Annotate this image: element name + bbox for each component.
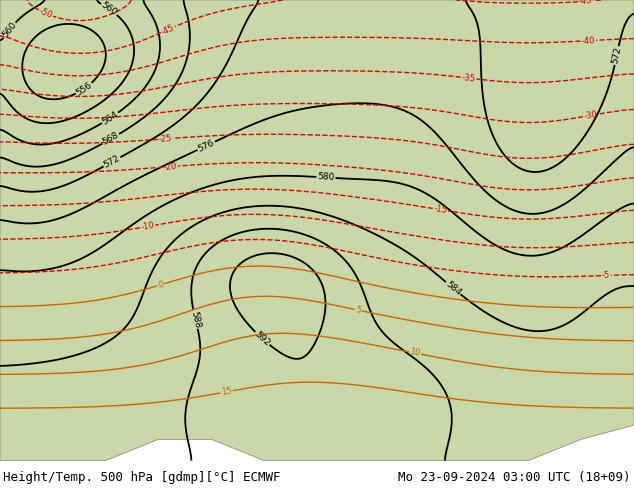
Polygon shape bbox=[0, 0, 634, 461]
Text: 564: 564 bbox=[100, 110, 120, 126]
Text: 0: 0 bbox=[157, 280, 165, 290]
Text: 15: 15 bbox=[221, 387, 233, 397]
Text: 572: 572 bbox=[611, 46, 623, 65]
Text: 560: 560 bbox=[1, 21, 18, 40]
Text: -35: -35 bbox=[461, 73, 476, 83]
Text: 572: 572 bbox=[102, 154, 122, 170]
Text: 5: 5 bbox=[355, 305, 362, 315]
Text: 584: 584 bbox=[444, 279, 463, 297]
Text: -50: -50 bbox=[38, 6, 54, 20]
Text: 560: 560 bbox=[100, 0, 119, 18]
Text: -30: -30 bbox=[583, 110, 598, 121]
Text: Mo 23-09-2024 03:00 UTC (18+09): Mo 23-09-2024 03:00 UTC (18+09) bbox=[398, 471, 631, 484]
Text: 556: 556 bbox=[74, 80, 94, 98]
Text: 580: 580 bbox=[317, 172, 335, 182]
Text: 568: 568 bbox=[101, 131, 120, 147]
Text: -5: -5 bbox=[602, 271, 611, 280]
Text: 10: 10 bbox=[409, 347, 421, 359]
Text: -10: -10 bbox=[140, 221, 155, 232]
Text: 592: 592 bbox=[253, 329, 271, 347]
Text: -20: -20 bbox=[164, 162, 178, 172]
Text: 576: 576 bbox=[197, 138, 216, 153]
Text: -45: -45 bbox=[160, 23, 176, 36]
Text: -15: -15 bbox=[433, 204, 448, 215]
Text: -25: -25 bbox=[158, 134, 172, 144]
Text: -45: -45 bbox=[579, 0, 593, 6]
Text: Height/Temp. 500 hPa [gdmp][°C] ECMWF: Height/Temp. 500 hPa [gdmp][°C] ECMWF bbox=[3, 471, 281, 484]
Text: -40: -40 bbox=[581, 36, 595, 46]
Text: 588: 588 bbox=[189, 310, 202, 329]
